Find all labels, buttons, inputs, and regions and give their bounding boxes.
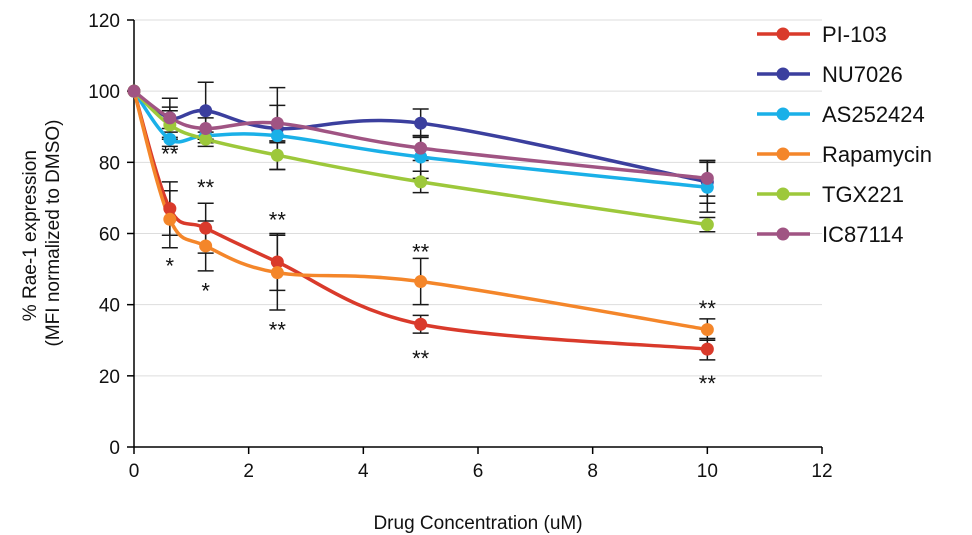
significance-label: ** xyxy=(412,346,430,371)
y-tick-label: 40 xyxy=(99,296,120,317)
data-point xyxy=(163,202,177,216)
significance-label: * xyxy=(166,254,175,279)
data-point xyxy=(414,317,428,331)
legend-marker xyxy=(776,147,790,161)
legend-marker xyxy=(776,187,790,201)
legend: PI-103 NU7026 AS252424 Rapamycin TGX221 IC871… xyxy=(757,22,932,247)
legend-marker xyxy=(776,227,790,241)
data-point xyxy=(270,255,284,269)
data-point xyxy=(127,84,141,98)
significance-label: ** xyxy=(412,239,430,264)
x-tick-label: 6 xyxy=(473,461,484,482)
data-point xyxy=(414,275,428,289)
data-point xyxy=(700,342,714,356)
y-axis-title-line-1: % Rae-1 expression xyxy=(20,150,41,321)
data-point xyxy=(700,171,714,185)
series-layer xyxy=(127,81,716,361)
y-tick-label: 120 xyxy=(88,11,120,32)
data-point xyxy=(270,116,284,130)
data-point xyxy=(270,148,284,162)
legend-marker xyxy=(776,27,790,41)
significance-label: ** xyxy=(269,207,287,232)
y-axis-title-line-2: (MFI normalized to DMSO) xyxy=(43,120,64,347)
data-point xyxy=(163,132,177,146)
x-tick-label: 4 xyxy=(358,461,369,482)
gridlines xyxy=(134,19,822,377)
legend-marker xyxy=(776,107,790,121)
legend-label: PI-103 xyxy=(822,22,887,47)
y-tick-label: 100 xyxy=(88,82,120,103)
data-point xyxy=(199,104,213,118)
x-axis-title: Drug Concentration (uM) xyxy=(373,513,582,534)
data-point xyxy=(163,111,177,125)
legend-label: NU7026 xyxy=(822,62,903,87)
x-tick-labels: 0 2 4 6 8 10 12 xyxy=(129,461,833,482)
data-point xyxy=(700,180,714,194)
x-tick-label: 2 xyxy=(243,461,254,482)
data-point xyxy=(199,221,213,235)
data-point xyxy=(270,129,284,143)
x-tick-label: 12 xyxy=(811,461,832,482)
data-point xyxy=(270,266,284,280)
significance-label: ** xyxy=(699,371,717,396)
y-tick-label: 0 xyxy=(109,438,120,459)
data-point xyxy=(700,323,714,337)
significance-label: ** xyxy=(197,175,215,200)
significance-label: ** xyxy=(269,318,287,343)
data-point xyxy=(700,218,714,232)
data-point xyxy=(163,212,177,226)
y-tick-label: 60 xyxy=(99,225,120,246)
significance-label: ** xyxy=(699,296,717,321)
y-axis-title: % Rae-1 expression (MFI normalized to DM… xyxy=(20,120,64,347)
legend-label: Rapamycin xyxy=(822,142,932,167)
data-point xyxy=(414,150,428,164)
legend-marker xyxy=(776,67,790,81)
data-point xyxy=(414,116,428,130)
data-point xyxy=(414,175,428,189)
legend-label: AS252424 xyxy=(822,102,925,127)
y-tick-label: 80 xyxy=(99,153,120,174)
significance-label: * xyxy=(201,278,210,303)
y-tick-labels: 0 20 40 60 80 100 120 xyxy=(88,11,120,459)
legend-label: TGX221 xyxy=(822,182,904,207)
data-point xyxy=(199,132,213,146)
significance-label: ** xyxy=(161,141,179,166)
significance-annotations: ****************** xyxy=(161,141,716,396)
y-tick-label: 20 xyxy=(99,367,120,388)
x-tick-label: 10 xyxy=(697,461,718,482)
x-tick-label: 8 xyxy=(587,461,598,482)
data-point xyxy=(414,141,428,155)
x-tick-label: 0 xyxy=(129,461,140,482)
data-point xyxy=(199,239,213,253)
legend-label: IC87114 xyxy=(822,222,904,247)
axes xyxy=(127,19,823,454)
data-point xyxy=(199,122,213,136)
